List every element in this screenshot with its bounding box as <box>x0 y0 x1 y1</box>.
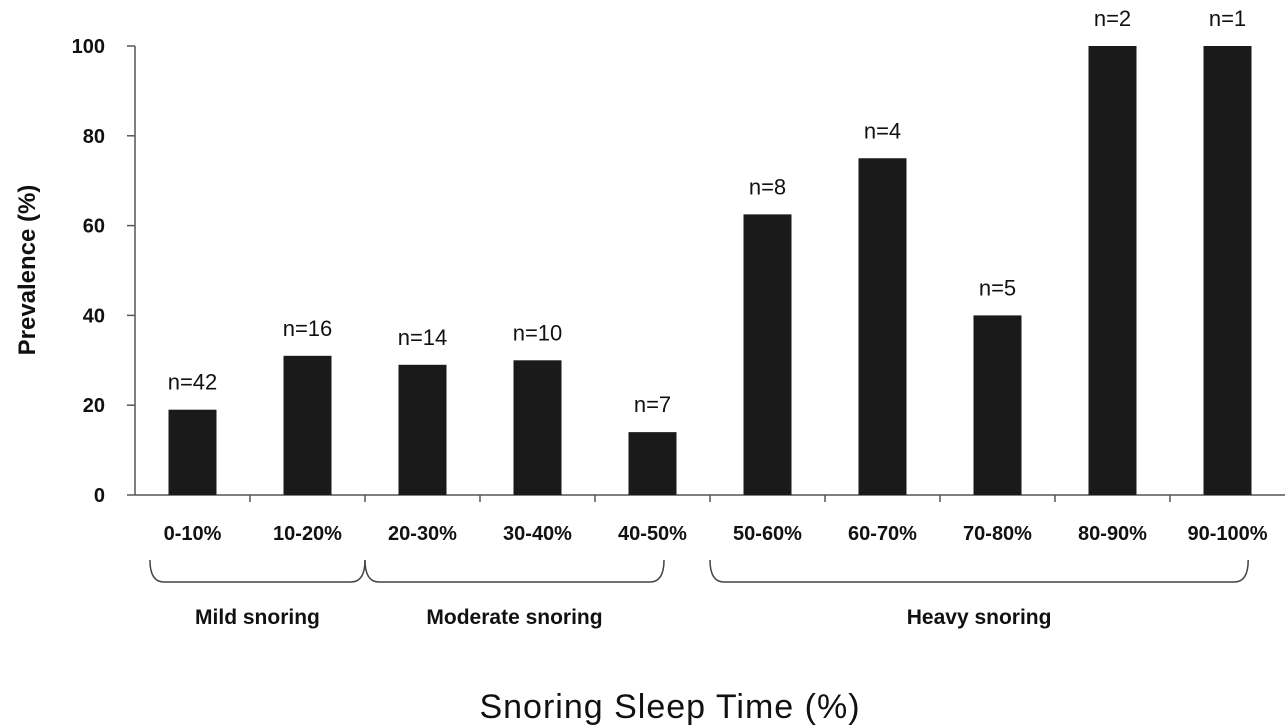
category-labels: 0-10% 10-20% 20-30% 30-40% 40-50% 50-60% 60-70… <box>164 523 1268 545</box>
group-label: Heavy snoring <box>907 606 1052 629</box>
y-tick-label: 40 <box>83 305 105 327</box>
group-brackets: Mild snoring Moderate snoring Heavy snorin… <box>149 559 1249 629</box>
bar-20-30pct <box>398 364 447 495</box>
bar-n-label: n=8 <box>749 174 786 199</box>
bar-n-label: n=16 <box>283 316 333 341</box>
x-tick-label: 80-90% <box>1078 523 1147 545</box>
bar-n-label: n=10 <box>513 320 563 345</box>
y-tick-label: 20 <box>83 395 105 417</box>
bar-50-60pct <box>743 214 792 495</box>
x-tick-label: 40-50% <box>618 523 687 545</box>
bar-n-label: n=5 <box>979 275 1016 300</box>
x-tick-label: 90-100% <box>1187 523 1267 545</box>
x-tick-label: 20-30% <box>388 523 457 545</box>
bar-30-40pct <box>513 360 562 495</box>
bar-70-80pct <box>973 315 1022 495</box>
bar-60-70pct <box>858 158 907 495</box>
x-tick-label: 30-40% <box>503 523 572 545</box>
bar-n-label: n=2 <box>1094 6 1131 31</box>
group-bracket <box>364 559 665 583</box>
group-bracket <box>149 559 366 583</box>
group-label: Mild snoring <box>195 606 320 629</box>
x-axis-title: Snoring Sleep Time (%) <box>479 688 860 726</box>
y-tick-label: 80 <box>83 126 105 148</box>
x-tick-label: 0-10% <box>164 523 222 545</box>
bar-10-20pct <box>283 355 332 495</box>
n-labels: n=42 n=16 n=14 n=10 n=7 n=8 n=4 n=5 n=2 n=1 <box>168 6 1246 417</box>
bars <box>168 46 1252 495</box>
y-tick-label: 60 <box>83 216 105 238</box>
bar-n-label: n=7 <box>634 392 671 417</box>
bar-n-label: n=42 <box>168 370 218 395</box>
y-axis-title: Prevalence (%) <box>14 185 41 356</box>
bar-80-90pct <box>1088 46 1137 495</box>
group-label: Moderate snoring <box>426 606 602 629</box>
x-tick-label: 50-60% <box>733 523 802 545</box>
y-tick-label: 100 <box>72 36 105 58</box>
y-tick-label: 0 <box>94 485 105 507</box>
bar-n-label: n=4 <box>864 118 901 143</box>
x-tick-label: 70-80% <box>963 523 1032 545</box>
x-tick-label: 10-20% <box>273 523 342 545</box>
bar-90-100pct <box>1203 46 1252 495</box>
x-tick-label: 60-70% <box>848 523 917 545</box>
bar-n-label: n=14 <box>398 325 448 350</box>
x-axis <box>135 494 1285 502</box>
bar-n-label: n=1 <box>1209 6 1246 31</box>
bar-40-50pct <box>628 432 677 495</box>
bar-0-10pct <box>168 409 217 495</box>
y-axis: 0 20 40 60 80 100 <box>72 36 136 507</box>
group-bracket <box>709 559 1249 583</box>
